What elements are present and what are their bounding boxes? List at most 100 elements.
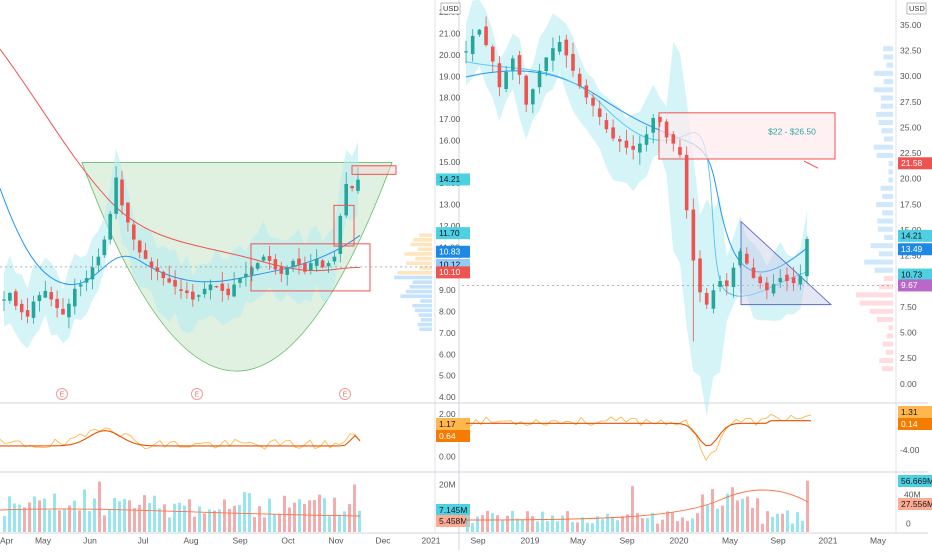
right-x-tick-label: May [870, 535, 887, 545]
right-volume-profile-bar [880, 103, 893, 109]
left-volume-bar [253, 516, 256, 532]
left-osc-badge: 0.64 [436, 430, 470, 442]
right-price-badge-text: 9.67 [901, 280, 918, 290]
right-candle-body [738, 251, 742, 266]
left-candle-body [226, 288, 230, 296]
left-osc-slow [0, 429, 361, 447]
right-candle [724, 272, 729, 296]
left-volume-bar [293, 502, 296, 532]
left-volume-bar [23, 507, 26, 532]
right-candle-body [517, 55, 522, 75]
right-candle-body [624, 140, 629, 148]
left-candle [90, 256, 95, 290]
left-y-tick-label: 13.00 [439, 200, 461, 210]
left-candle [55, 290, 59, 318]
left-candle [267, 245, 272, 270]
right-volume-profile-bar [888, 325, 893, 331]
left-candle [291, 258, 295, 273]
left-candle-body [61, 308, 65, 315]
right-candle [718, 275, 722, 292]
right-volume-bar [771, 516, 774, 532]
left-volume-profile-bar [397, 270, 432, 275]
left-osc-tick-label: 0.00 [439, 451, 456, 461]
right-price-badge-text: 14.21 [901, 231, 923, 241]
right-candle-body [604, 120, 609, 130]
left-candle [273, 254, 278, 275]
right-osc-badge-bg [898, 418, 932, 430]
right-candle [765, 277, 769, 300]
right-volume-bar [711, 489, 714, 532]
left-volume-bar [133, 508, 136, 532]
right-y-tick-label: 0.00 [900, 379, 917, 389]
left-price-badge-text: 10.10 [439, 267, 461, 277]
left-candle [37, 291, 42, 312]
right-volume-bar [471, 522, 474, 532]
left-price-badge-text: 10.83 [439, 247, 461, 257]
left-price-badge-text: 14.21 [439, 174, 461, 184]
right-candle [711, 283, 716, 314]
left-volume-bar [183, 505, 186, 532]
left-volume-profile-bar [400, 294, 432, 299]
earnings-marker-circle [191, 388, 203, 400]
left-candle [196, 294, 201, 302]
right-candle [704, 287, 709, 309]
left-candle [25, 297, 30, 324]
right-volume-bar [631, 486, 634, 532]
left-candle-body [320, 260, 325, 268]
left-candle [114, 166, 118, 220]
left-volume-bar [28, 502, 31, 532]
right-candle-body [704, 292, 709, 305]
left-y-tick-label: 19.00 [439, 71, 461, 81]
right-volume-bar [671, 512, 674, 532]
right-volume-bar [766, 511, 769, 532]
right-candle-body [758, 276, 762, 284]
left-volume-bar [343, 511, 346, 532]
left-currency-box [440, 2, 461, 15]
left-volume-bar [248, 493, 251, 532]
right-price-badge: 10.73 [898, 268, 932, 281]
right-volume-bar [556, 521, 559, 532]
right-price-badge-bg [898, 279, 932, 292]
right-y-tick-label: 12.50 [900, 251, 922, 261]
right-volume-bar [676, 521, 679, 532]
left-volume-profile-bar [417, 322, 432, 327]
right-candle [577, 68, 582, 89]
left-x-tick-label: May [35, 535, 52, 545]
left-candle-body [244, 273, 248, 278]
right-y-tick-label: 7.50 [900, 302, 917, 312]
right-y-tick-label: 35.00 [900, 20, 922, 30]
left-candle [96, 248, 101, 272]
left-candle [31, 295, 36, 324]
right-volume-bar [791, 523, 794, 532]
earnings-marker-label: E [195, 391, 200, 398]
left-volume-bar [68, 505, 71, 532]
left-volume-bar [203, 513, 206, 532]
left-volume-bar [313, 499, 316, 532]
left-candle [350, 185, 354, 192]
right-candle-body [751, 267, 756, 278]
breakout-target-box [351, 165, 397, 175]
right-volume-profile-bar [869, 308, 893, 314]
left-y-tick-label: 16.00 [439, 135, 461, 145]
right-candle-body [778, 277, 783, 283]
left-volume-bar [93, 498, 96, 532]
right-volume-bar [721, 505, 724, 532]
right-x-tick-label: May [722, 535, 739, 545]
right-x-tick-label: Sep [619, 535, 634, 545]
left-candle-body [43, 290, 48, 298]
left-candle-body [90, 267, 95, 280]
left-candle [320, 258, 325, 269]
left-candle-body [267, 256, 272, 261]
left-candle [220, 271, 225, 302]
right-candle [624, 129, 629, 155]
right-volume-profile-bar [859, 300, 893, 306]
right-volume-bar [656, 523, 659, 532]
left-candle-body [167, 278, 171, 283]
left-price-badge-bg [436, 266, 470, 279]
right-bollinger-band [466, 0, 807, 417]
right-x-tick-label: 2019 [521, 535, 540, 545]
left-price-badge: 10.10 [436, 266, 470, 279]
right-volume-bar [566, 511, 569, 532]
right-volume-profile-bar [876, 111, 893, 117]
left-volume-bar [103, 515, 106, 532]
